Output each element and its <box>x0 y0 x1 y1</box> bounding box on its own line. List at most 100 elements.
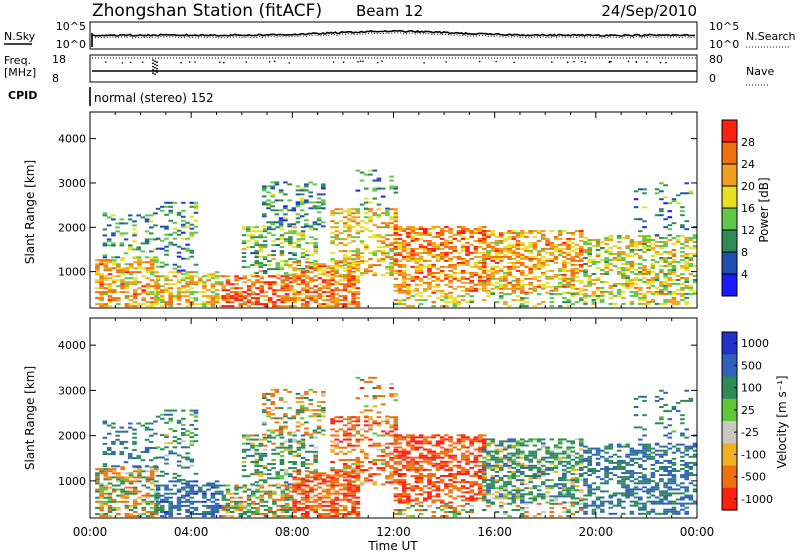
power-cell <box>570 279 576 282</box>
velocity-cell <box>448 440 453 443</box>
velocity-cell <box>364 469 369 472</box>
power-cell <box>193 219 199 222</box>
power-cell <box>612 245 618 247</box>
power-cell <box>553 245 559 248</box>
power-cell <box>494 241 500 244</box>
power-cell <box>342 279 348 282</box>
power-cell <box>444 275 449 278</box>
power-cell <box>334 244 340 247</box>
power-cell <box>229 295 235 298</box>
power-cell <box>238 295 243 298</box>
velocity-cell <box>120 476 125 479</box>
velocity-cell <box>181 500 186 503</box>
velocity-cell <box>406 434 411 437</box>
power-cell <box>688 263 694 265</box>
power-cell <box>494 255 500 258</box>
power-cell <box>684 261 689 263</box>
velocity-cell <box>355 465 361 468</box>
velocity-cell <box>444 511 449 513</box>
velocity-cell <box>410 438 415 441</box>
power-cell <box>317 265 323 268</box>
velocity-cell <box>313 469 318 472</box>
velocity-cell <box>338 513 344 515</box>
power-cell <box>520 261 525 264</box>
velocity-cell <box>452 481 458 484</box>
power-cell <box>326 275 331 278</box>
velocity-cell <box>279 463 285 465</box>
power-cell <box>372 189 377 192</box>
power-cell <box>587 275 592 277</box>
velocity-cell <box>275 483 281 486</box>
power-cell <box>124 281 130 284</box>
power-cell <box>549 247 555 250</box>
power-cell <box>164 263 169 266</box>
velocity-cell <box>181 486 186 489</box>
power-cell <box>553 249 559 252</box>
power-cell <box>389 264 394 267</box>
power-cell <box>168 209 173 212</box>
velocity-cell <box>368 467 373 470</box>
velocity-cell <box>338 509 344 511</box>
power-cell <box>600 273 605 275</box>
velocity-cell <box>309 506 314 509</box>
power-cell <box>267 297 273 300</box>
power-cell <box>684 263 689 265</box>
power-cell <box>397 265 403 268</box>
power-cell <box>667 257 673 259</box>
velocity-cell <box>486 444 491 447</box>
power-cell <box>275 262 281 265</box>
power-cell <box>423 230 428 232</box>
power-cell <box>427 269 432 272</box>
power-cell <box>376 246 382 249</box>
velocity-cell <box>214 480 220 483</box>
freq-dot <box>584 61 586 64</box>
power-cell <box>95 273 100 276</box>
power-cell <box>254 240 259 243</box>
velocity-cell <box>364 477 369 480</box>
power-cell <box>663 251 668 253</box>
power-cell <box>364 212 369 215</box>
power-cell <box>259 285 265 288</box>
power-cell <box>659 208 664 211</box>
power-cell <box>330 267 335 270</box>
velocity-cell <box>368 376 373 379</box>
power-cell <box>553 275 559 278</box>
power-cell <box>452 267 458 270</box>
velocity-cell <box>295 409 301 412</box>
velocity-cell <box>427 475 432 477</box>
power-cell <box>326 265 331 268</box>
velocity-cell <box>372 397 377 400</box>
power-cell <box>189 301 195 304</box>
power-cell <box>321 303 327 306</box>
velocity-cell <box>389 456 394 459</box>
power-cell <box>313 260 318 263</box>
velocity-cell <box>305 498 310 501</box>
power-cell <box>406 235 411 238</box>
power-cell <box>305 289 310 292</box>
power-cell <box>469 235 474 238</box>
velocity-cell <box>225 502 231 505</box>
velocity-cell <box>368 416 373 419</box>
velocity-cell <box>251 502 256 505</box>
velocity-cell <box>435 462 441 465</box>
power-cell <box>650 265 656 267</box>
power-cell <box>667 253 673 255</box>
power-cell <box>616 241 622 243</box>
power-cell <box>172 263 178 266</box>
power-cell <box>295 189 301 192</box>
velocity-cell <box>309 486 314 489</box>
velocity-cell <box>289 486 294 489</box>
velocity-cell <box>246 502 252 505</box>
power-cell <box>206 279 211 282</box>
velocity-cell <box>145 492 151 495</box>
power-cell <box>95 267 100 270</box>
power-cell <box>532 305 538 308</box>
velocity-cell <box>262 409 267 412</box>
power-cell <box>460 285 466 288</box>
power-cell <box>625 286 630 289</box>
power-cell <box>511 279 517 282</box>
power-cell <box>111 263 117 266</box>
power-cell <box>149 285 155 288</box>
velocity-cell <box>334 452 340 455</box>
power-cell <box>124 285 130 288</box>
